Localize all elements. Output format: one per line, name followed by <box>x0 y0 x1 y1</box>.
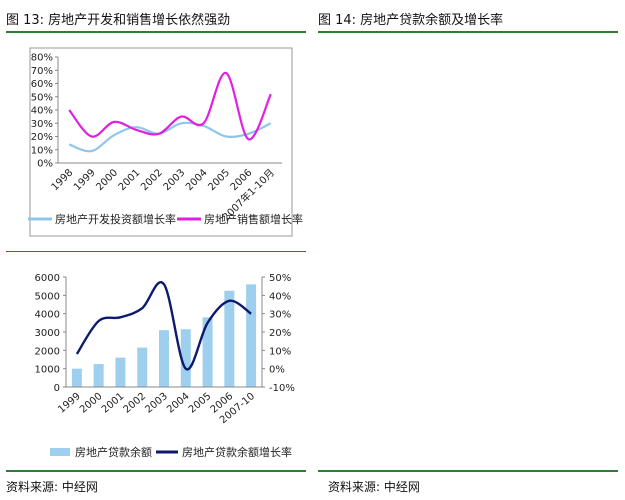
chart2-right-tick-label: 30% <box>269 310 291 321</box>
right-title-rule <box>318 31 618 33</box>
chart1-y-tick-label: 70% <box>31 66 53 77</box>
chart1-x-tick-label: 1998 <box>50 167 76 193</box>
chart1-axes <box>57 57 282 164</box>
chart2-bar <box>246 284 257 387</box>
chart2-left-tick-label: 0 <box>54 383 60 394</box>
chart1-y-tick-label: 40% <box>31 106 53 117</box>
chart2-x-tick-label: 2003 <box>143 391 170 416</box>
chart2-bar <box>71 368 82 387</box>
chart1-series-line-2 <box>68 71 272 141</box>
chart1-y-tick-label: 20% <box>31 132 53 143</box>
chart1-y-tick-label: 10% <box>31 145 53 156</box>
chart1-x-tick-label: 1999 <box>72 167 98 193</box>
chart1-y-tick-label: 30% <box>31 119 53 130</box>
chart2-growth-line <box>75 281 252 371</box>
right-bottom-rule <box>318 470 618 472</box>
chart2-bar <box>93 364 104 387</box>
chart2-right-tick-label: 10% <box>269 346 291 357</box>
chart1-x-tick-label: 2001 <box>117 167 143 193</box>
left-source-note: 资料来源: 中经网 <box>6 480 98 494</box>
chart1-y-tick-label: 60% <box>31 79 53 90</box>
chart2-left-tick-label: 1000 <box>35 365 60 376</box>
chart2-growth-series <box>75 281 252 371</box>
chart2-legend-swatch-bar <box>50 448 70 456</box>
chart1-frame <box>29 47 293 237</box>
chart2-legend: 房地产贷款余额 房地产贷款余额增长率 <box>50 445 292 459</box>
chart1-y-tick-label: 50% <box>31 92 53 103</box>
left-title-rule <box>6 31 306 33</box>
chart2-bar <box>202 317 213 387</box>
chart2-x-tick-label: 2000 <box>78 391 105 416</box>
chart2-bar <box>180 329 191 387</box>
chart2-bar <box>115 357 126 387</box>
chart2-x-tick-label: 2002 <box>122 391 149 416</box>
chart2-legend-label-bar: 房地产贷款余额 <box>75 445 152 459</box>
left-figure-title: 图 13: 房地产开发和销售增长依然强劲 <box>6 13 231 28</box>
chart2-bar <box>224 290 235 387</box>
chart1-series <box>68 71 272 153</box>
chart1-series-line-1 <box>68 121 272 153</box>
chart1-y-tick-label: 0% <box>37 159 53 170</box>
chart1-legend: 房地产开发投资额增长率 房地产销售额增长率 <box>28 212 303 226</box>
left-bottom-rule <box>6 470 306 472</box>
chart1-x-tick-label: 2000 <box>94 167 120 193</box>
chart2-x-tick-label: 2004 <box>165 391 192 416</box>
chart2-legend-label-line: 房地产贷款余额增长率 <box>182 445 292 459</box>
chart2-bars <box>71 284 257 387</box>
chart2-right-tick-label: 40% <box>269 291 291 302</box>
chart2-left-tick-label: 5000 <box>35 291 60 302</box>
chart1-x-tick-label: 2002 <box>139 167 165 193</box>
right-figure-title: 图 14: 房地产贷款余额及增长率 <box>318 13 504 28</box>
chart1-legend-label-1: 房地产开发投资额增长率 <box>55 212 176 226</box>
chart2-top-rule <box>6 251 306 252</box>
chart2-x-tick-label: 1999 <box>56 391 83 416</box>
chart2-left-tick-label: 2000 <box>35 346 60 357</box>
chart2-left-y-ticks: 0 1000 2000 3000 4000 5000 6000 <box>35 273 66 394</box>
chart2-x-tick-label: 2001 <box>100 391 127 416</box>
chart1-x-tick-label: 2005 <box>206 167 232 193</box>
chart2-left-tick-label: 3000 <box>35 328 60 339</box>
chart2-bar <box>137 347 148 387</box>
chart1-y-tick-label: 80% <box>31 53 53 64</box>
chart2-right-tick-label: 50% <box>269 273 291 284</box>
chart1-x-tick-label: 2003 <box>162 167 188 193</box>
chart2-right-tick-label: -10% <box>269 383 295 394</box>
right-source-note: 资料来源: 中经网 <box>328 480 420 494</box>
chart2-right-tick-label: 20% <box>269 328 291 339</box>
chart2-right-y-ticks: -10% 0% 10% 20% 30% 40% 50% <box>262 273 295 394</box>
chart1-x-tick-label: 2004 <box>184 167 210 193</box>
chart2-right-tick-label: 0% <box>269 365 285 376</box>
chart1-legend-label-2: 房地产销售额增长率 <box>204 212 303 226</box>
chart2-bar <box>159 330 169 387</box>
chart2-left-tick-label: 4000 <box>35 310 60 321</box>
chart1-y-ticks: 0% 10% 20% 30% 40% 50% 60% 70% 80% <box>31 53 58 170</box>
chart2-x-tick-label: 2005 <box>187 391 214 416</box>
chart2-left-tick-label: 6000 <box>35 273 60 284</box>
